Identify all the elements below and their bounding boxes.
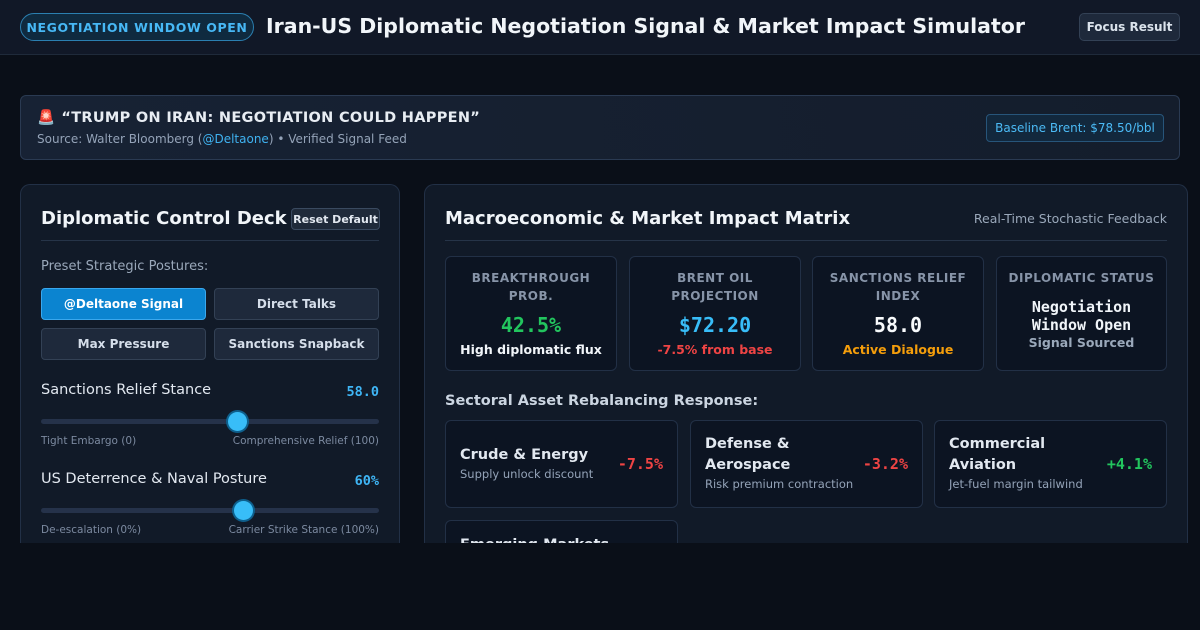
sector-card-defense-aerospace: Defense & Aerospace Risk premium contrac…: [690, 420, 923, 508]
focus-result-button[interactable]: Focus Result: [1079, 13, 1180, 41]
sanctions-relief-slider[interactable]: [41, 412, 379, 431]
signal-alert-banner: 🚨 “TRUMP ON IRAN: NEGOTIATION COULD HAPPE…: [20, 95, 1180, 160]
sanctions-relief-label: Sanctions Relief Stance: [41, 382, 212, 398]
siren-icon: 🚨: [37, 110, 56, 126]
control-deck-title: Diplomatic Control Deck: [41, 208, 287, 229]
feedback-note: Real-Time Stochastic Feedback: [973, 211, 1167, 226]
sector-name-line-1: Commercial: [949, 436, 1046, 452]
reset-default-button[interactable]: Reset Default: [291, 208, 380, 230]
alert-source-suffix: ) • Verified Signal Feed: [268, 132, 407, 146]
sanctions-relief-min-label: Tight Embargo (0): [41, 435, 137, 447]
alert-headline-text: “TRUMP ON IRAN: NEGOTIATION COULD HAPPEN…: [61, 110, 481, 126]
sector-change: -3.2%: [862, 455, 908, 473]
naval-posture-max-label: Carrier Strike Stance (100%): [228, 524, 379, 536]
top-bar: NEGOTIATION WINDOW OPEN Iran-US Diplomat…: [0, 0, 1200, 55]
divider: [41, 240, 379, 241]
metric-value: 42.5%: [500, 313, 562, 337]
diplomatic-status-value: Negotiation Window Open: [997, 298, 1166, 334]
metric-sub: Active Dialogue: [842, 342, 954, 357]
metric-sanctions-relief-index: SANCTIONS RELIEF INDEX 58.0 Active Dialo…: [812, 256, 984, 371]
sector-name: Commercial Aviation: [949, 434, 1045, 476]
sector-name: Defense & Aerospace: [705, 434, 790, 476]
sector-name-line-1: Defense &: [705, 436, 790, 452]
presets-heading: Preset Strategic Postures:: [41, 259, 209, 274]
naval-posture-value: 60%: [354, 473, 379, 489]
sector-name-line-2: Aviation: [949, 457, 1017, 473]
status-line-2: Window Open: [1031, 316, 1132, 334]
metric-label: DIPLOMATIC STATUS: [1008, 271, 1155, 285]
alert-headline: 🚨 “TRUMP ON IRAN: NEGOTIATION COULD HAPPE…: [37, 109, 480, 126]
preset-direct-talks[interactable]: Direct Talks: [214, 288, 379, 320]
sector-card-emerging-markets: Emerging Markets: [445, 520, 678, 543]
sector-change: +4.1%: [1106, 455, 1152, 473]
metric-label: BRENT OIL PROJECTION: [671, 271, 759, 303]
metric-brent-oil-projection: BRENT OIL PROJECTION $72.20 -7.5% from b…: [629, 256, 801, 371]
metric-diplomatic-status: DIPLOMATIC STATUS Negotiation Window Ope…: [996, 256, 1167, 371]
preset-max-pressure[interactable]: Max Pressure: [41, 328, 206, 360]
sanctions-relief-max-label: Comprehensive Relief (100): [232, 435, 379, 447]
diplomatic-control-deck: Diplomatic Control Deck Reset Default Pr…: [20, 184, 400, 543]
preset-sanctions-snapback[interactable]: Sanctions Snapback: [214, 328, 379, 360]
sector-card-crude-energy: Crude & Energy Supply unlock discount -7…: [445, 420, 678, 508]
sector-name: Emerging Markets: [460, 535, 609, 543]
sectors-heading: Sectoral Asset Rebalancing Response:: [445, 393, 759, 409]
matrix-title: Macroeconomic & Market Impact Matrix: [445, 208, 851, 229]
metric-sub: -7.5% from base: [657, 342, 773, 357]
metric-sub: High diplomatic flux: [460, 342, 602, 357]
alert-source-prefix: Source: Walter Bloomberg (: [37, 132, 203, 146]
sector-change: -7.5%: [617, 455, 663, 473]
sector-card-commercial-aviation: Commercial Aviation Jet-fuel margin tail…: [934, 420, 1167, 508]
naval-posture-slider-thumb[interactable]: [234, 501, 254, 520]
sector-desc: Supply unlock discount: [460, 467, 594, 481]
source-handle-link[interactable]: @Deltaone: [202, 132, 269, 146]
sector-name-line-2: Aerospace: [705, 457, 791, 473]
sector-desc: Risk premium contraction: [705, 477, 854, 491]
status-sub: Signal Sourced: [1028, 335, 1135, 350]
status-line-1: Negotiation: [1031, 298, 1132, 316]
metric-value: 58.0: [873, 313, 923, 337]
metric-label: BREAKTHROUGH PROB.: [471, 271, 591, 303]
naval-posture-slider[interactable]: [41, 501, 379, 520]
preset-deltaone-signal[interactable]: @Deltaone Signal: [41, 288, 206, 320]
market-impact-matrix: Macroeconomic & Market Impact Matrix Rea…: [424, 184, 1188, 543]
alert-source: Source: Walter Bloomberg (@Deltaone) • V…: [37, 132, 407, 146]
divider: [445, 240, 1167, 241]
naval-posture-min-label: De-escalation (0%): [41, 524, 142, 536]
naval-posture-label: US Deterrence & Naval Posture: [41, 471, 267, 487]
sector-name: Crude & Energy: [460, 447, 589, 463]
sanctions-relief-slider-thumb[interactable]: [227, 412, 247, 431]
sanctions-relief-value: 58.0: [346, 384, 379, 400]
metric-label: SANCTIONS RELIEF INDEX: [829, 271, 967, 303]
status-pill: NEGOTIATION WINDOW OPEN: [20, 13, 254, 41]
baseline-brent-badge: Baseline Brent: $78.50/bbl: [986, 114, 1164, 142]
app-title: Iran-US Diplomatic Negotiation Signal & …: [266, 14, 1026, 38]
metric-value: $72.20: [678, 313, 752, 337]
metric-breakthrough-prob: BREAKTHROUGH PROB. 42.5% High diplomatic…: [445, 256, 617, 371]
sector-desc: Jet-fuel margin tailwind: [949, 477, 1083, 491]
